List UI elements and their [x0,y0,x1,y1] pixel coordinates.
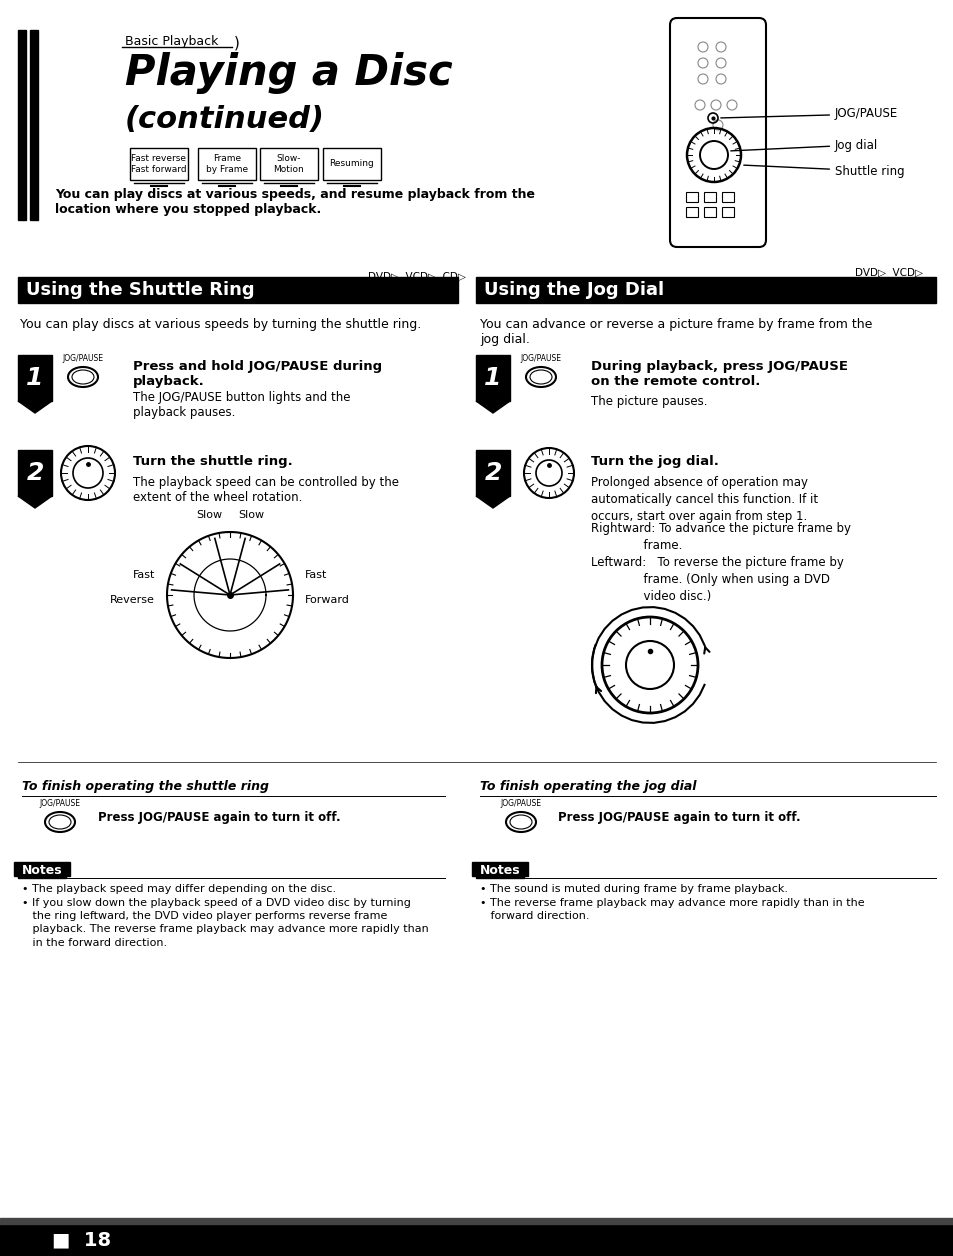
Text: Notes: Notes [479,864,519,877]
Text: To finish operating the shuttle ring: To finish operating the shuttle ring [22,780,269,793]
Text: Playing a Disc: Playing a Disc [125,51,452,94]
Text: Press JOG/PAUSE again to turn it off.: Press JOG/PAUSE again to turn it off. [98,810,340,824]
Polygon shape [476,496,510,507]
FancyBboxPatch shape [669,18,765,247]
Text: DVD▷  VCD▷  CD▷: DVD▷ VCD▷ CD▷ [368,273,465,283]
Bar [14,862,18,875]
Bar [18,278,457,303]
Text: To finish operating the jog dial: To finish operating the jog dial [479,780,696,793]
Text: You can advance or reverse a picture frame by frame from the
jog dial.: You can advance or reverse a picture fra… [479,318,871,345]
Text: • The sound is muted during frame by frame playback.: • The sound is muted during frame by fra… [479,884,787,894]
Text: Notes: Notes [22,864,62,877]
Bar [685,207,698,217]
Text: ■  18: ■ 18 [52,1231,111,1250]
Text: The picture pauses.: The picture pauses. [590,394,707,408]
Bar [472,862,476,875]
Text: Slow: Slow [195,510,222,520]
Text: • The reverse frame playback may advance more rapidly than in the
   forward dir: • The reverse frame playback may advance… [479,898,863,921]
Polygon shape [18,401,52,413]
Text: During playback, press JOG/PAUSE
on the remote control.: During playback, press JOG/PAUSE on the … [590,360,847,388]
Text: You can play discs at various speeds by turning the shuttle ring.: You can play discs at various speeds by … [20,318,421,332]
Bar [18,862,66,878]
Text: Forward: Forward [305,595,350,605]
Text: • If you slow down the playback speed of a DVD video disc by turning
   the ring: • If you slow down the playback speed of… [22,898,428,947]
Bar [130,148,188,180]
Bar [523,862,527,875]
Text: JOG/PAUSE: JOG/PAUSE [500,799,541,808]
Bar [476,355,510,401]
Text: JOG/PAUSE: JOG/PAUSE [63,354,103,363]
Text: Shuttle ring: Shuttle ring [743,165,903,177]
Bar [685,192,698,202]
Text: Fast: Fast [132,570,154,580]
Text: Turn the jog dial.: Turn the jog dial. [590,455,719,468]
Bar [721,192,733,202]
Text: 1: 1 [27,365,44,391]
Text: Reverse: Reverse [110,595,154,605]
Text: Resuming: Resuming [330,160,374,168]
Text: JOG/PAUSE: JOG/PAUSE [720,108,898,121]
Bar [703,207,716,217]
Bar [66,862,70,875]
Text: Prolonged absence of operation may
automatically cancel this function. If it
occ: Prolonged absence of operation may autom… [590,476,818,522]
Text: Fast reverse
Fast forward: Fast reverse Fast forward [132,154,187,173]
Bar [18,450,52,496]
Text: • The playback speed may differ depending on the disc.: • The playback speed may differ dependin… [22,884,335,894]
Bar [703,192,716,202]
Bar [198,148,255,180]
Bar [0,1218,953,1225]
Text: Jog dial: Jog dial [730,138,878,152]
Bar [18,30,26,220]
Text: Frame
by Frame: Frame by Frame [206,154,248,173]
Text: DVD▷  VCD▷: DVD▷ VCD▷ [854,268,923,278]
Bar [721,207,733,217]
Text: JOG/PAUSE: JOG/PAUSE [520,354,561,363]
Text: 2: 2 [484,461,501,485]
Bar [260,148,317,180]
Text: Using the Jog Dial: Using the Jog Dial [483,281,663,299]
Text: (continued): (continued) [125,106,325,134]
Text: Press and hold JOG/PAUSE during
playback.: Press and hold JOG/PAUSE during playback… [132,360,382,388]
Text: JOG/PAUSE: JOG/PAUSE [39,799,80,808]
Text: Turn the shuttle ring.: Turn the shuttle ring. [132,455,293,468]
Text: Basic Playback: Basic Playback [125,35,218,48]
Text: Slow-
Motion: Slow- Motion [274,154,304,173]
Text: Press JOG/PAUSE again to turn it off.: Press JOG/PAUSE again to turn it off. [558,810,800,824]
Text: 2: 2 [27,461,44,485]
Text: You can play discs at various speeds, and resume playback from the
location wher: You can play discs at various speeds, an… [55,188,535,216]
Text: The JOG/PAUSE button lights and the
playback pauses.: The JOG/PAUSE button lights and the play… [132,391,350,420]
Text: Fast: Fast [305,570,327,580]
Bar [30,30,38,220]
Bar [323,148,380,180]
Bar [0,1225,953,1256]
Polygon shape [476,401,510,413]
Polygon shape [18,496,52,507]
Bar [18,355,52,401]
Text: The playback speed can be controlled by the
extent of the wheel rotation.: The playback speed can be controlled by … [132,476,398,504]
Text: Rightward: To advance the picture frame by
              frame.
Leftward:   To r: Rightward: To advance the picture frame … [590,522,850,603]
Bar [476,278,935,303]
Bar [476,862,523,878]
Text: Slow: Slow [237,510,264,520]
Text: 1: 1 [484,365,501,391]
Bar [476,450,510,496]
Text: Using the Shuttle Ring: Using the Shuttle Ring [26,281,254,299]
Text: ): ) [233,35,239,50]
